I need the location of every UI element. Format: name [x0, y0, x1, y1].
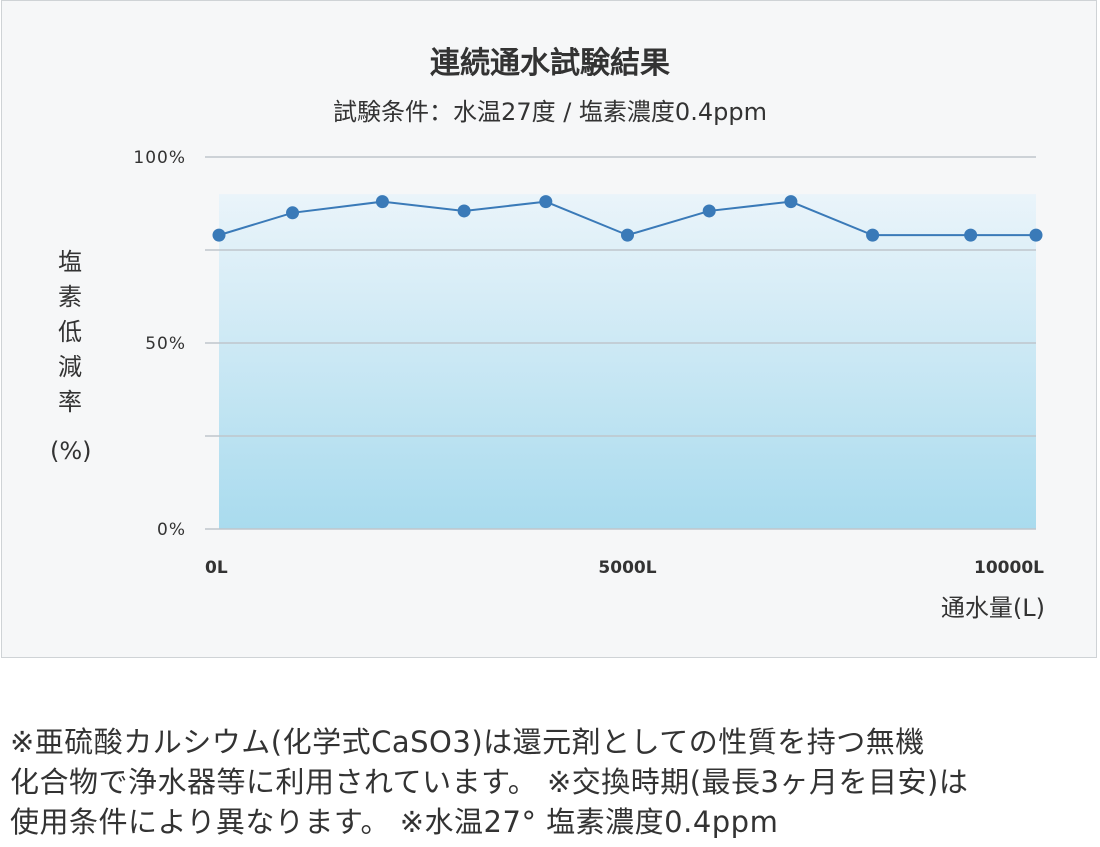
- y-axis-label-char: 塩: [58, 248, 82, 276]
- y-axis-label-char: 率: [58, 388, 82, 416]
- footnote-line: 使用条件により異なります。 ※水温27° 塩素濃度0.4ppm: [10, 805, 779, 839]
- data-point: [702, 204, 716, 218]
- x-axis-label: 通水量(L): [940, 594, 1045, 622]
- x-tick-label: 10000L: [974, 558, 1044, 578]
- data-point: [1029, 228, 1043, 242]
- x-tick-labels: 0L 5000L 10000L: [205, 558, 1044, 578]
- line-chart: 100% 50% 0% 0L 5000L 10000L: [133, 148, 1044, 578]
- data-point: [375, 195, 389, 209]
- x-tick-label: 5000L: [598, 558, 656, 578]
- y-axis-unit: (%): [50, 437, 92, 465]
- y-tick-label: 100%: [133, 148, 186, 168]
- footnote-line: 化合物で浄水器等に利用されています。 ※交換時期(最長3ヶ月を目安)は: [10, 765, 969, 799]
- y-axis-label-char: 素: [58, 283, 82, 311]
- footnote-line: ※亜硫酸カルシウム(化学式CaSO3)は還元剤としての性質を持つ無機: [10, 725, 925, 759]
- data-points: [212, 195, 1043, 242]
- y-tick-label: 50%: [145, 334, 186, 354]
- y-tick-labels: 100% 50% 0%: [133, 148, 186, 540]
- plot-area-fill: [219, 194, 1036, 529]
- chart-title: 連続通水試験結果: [430, 46, 670, 81]
- data-point: [866, 228, 880, 242]
- data-point: [964, 228, 978, 242]
- y-axis-label: 塩素低減率 (%): [50, 245, 92, 469]
- data-point: [784, 195, 798, 209]
- data-point: [457, 204, 471, 218]
- footnotes: ※亜硫酸カルシウム(化学式CaSO3)は還元剤としての性質を持つ無機 化合物で浄…: [10, 722, 1095, 842]
- data-point: [212, 228, 226, 242]
- data-point: [286, 206, 300, 220]
- chart-subtitle: 試験条件：水温27度 / 塩素濃度0.4ppm: [333, 98, 767, 126]
- y-axis-label-char: 減: [58, 353, 82, 381]
- data-point: [621, 228, 634, 242]
- gridlines: [205, 156, 1036, 530]
- y-axis-label-char: 低: [58, 318, 82, 346]
- x-tick-label: 0L: [205, 558, 228, 578]
- data-point: [539, 195, 553, 209]
- y-tick-label: 0%: [157, 520, 186, 540]
